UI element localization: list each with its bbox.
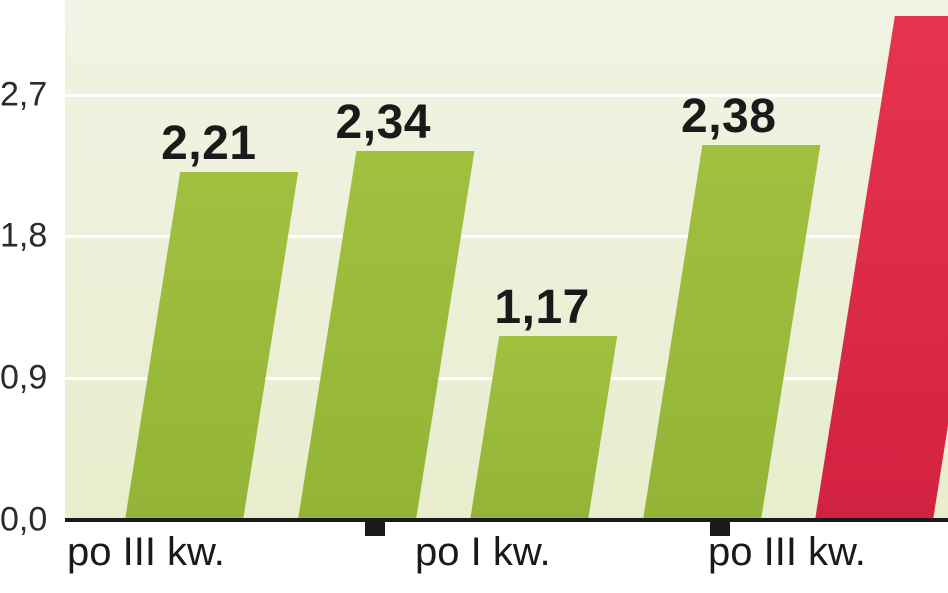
bar [470,336,617,520]
x-axis-label: po III kw. [708,530,866,575]
y-tick-label: 0,9 [0,359,60,398]
y-tick-label: 0,0 [0,501,60,540]
x-axis-label: po I kw. [415,530,551,575]
gridline [65,94,948,97]
bar [125,172,298,520]
plot-area [65,0,948,520]
bar-value-label: 1,17 [494,280,589,335]
bar [815,16,948,520]
x-axis-label: po III kw. [67,530,225,575]
bar-chart: 0,0 0,9 1,8 2,7 2,21 2,34 1,17 2,38 po III kw. po… [0,0,948,593]
x-axis-baseline [65,518,948,522]
x-tick-tab [710,518,730,536]
bar-value-label: 2,21 [161,116,256,171]
bar [643,145,820,520]
bar [298,151,474,520]
bar-value-label: 2,34 [336,95,431,150]
y-tick-label: 2,7 [0,75,60,114]
y-tick-label: 1,8 [0,217,60,256]
bar-value-label: 2,38 [681,89,776,144]
x-tick-tab [365,518,385,536]
